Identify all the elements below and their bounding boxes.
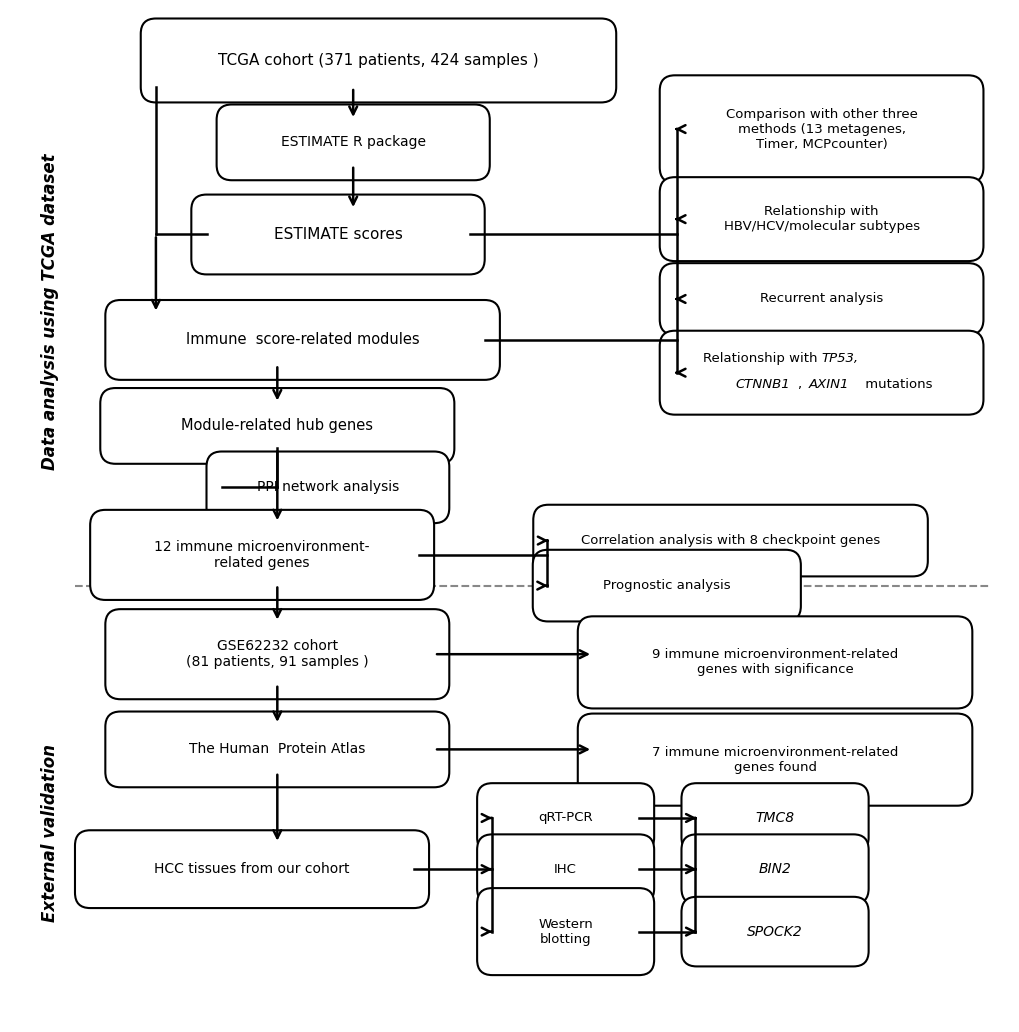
Text: PPI network analysis: PPI network analysis	[257, 480, 398, 494]
FancyBboxPatch shape	[90, 510, 434, 600]
Text: BIN2: BIN2	[758, 862, 791, 876]
Text: The Human  Protein Atlas: The Human Protein Atlas	[189, 742, 365, 756]
Text: mutations: mutations	[860, 379, 931, 391]
FancyBboxPatch shape	[681, 783, 868, 852]
Text: HCC tissues from our cohort: HCC tissues from our cohort	[154, 862, 350, 876]
Text: CTNNB1: CTNNB1	[735, 379, 790, 391]
Text: External validation: External validation	[41, 744, 59, 923]
FancyBboxPatch shape	[477, 783, 653, 852]
FancyBboxPatch shape	[216, 104, 489, 181]
FancyBboxPatch shape	[75, 831, 429, 908]
Text: TP53,: TP53,	[820, 352, 858, 365]
Text: Prognostic analysis: Prognostic analysis	[602, 579, 730, 592]
FancyBboxPatch shape	[533, 505, 927, 577]
FancyBboxPatch shape	[206, 452, 448, 523]
FancyBboxPatch shape	[477, 889, 653, 975]
Text: TCGA cohort (371 patients, 424 samples ): TCGA cohort (371 patients, 424 samples )	[218, 53, 538, 68]
FancyBboxPatch shape	[681, 897, 868, 966]
FancyBboxPatch shape	[477, 834, 653, 904]
Text: 7 immune microenvironment-related
genes found: 7 immune microenvironment-related genes …	[651, 746, 898, 774]
Text: ESTIMATE R package: ESTIMATE R package	[280, 135, 425, 150]
Text: ,: ,	[798, 379, 806, 391]
FancyBboxPatch shape	[659, 75, 982, 183]
FancyBboxPatch shape	[681, 834, 868, 904]
FancyBboxPatch shape	[105, 300, 499, 380]
Text: Comparison with other three
methods (13 metagenes,
Timer, MCPcounter): Comparison with other three methods (13 …	[725, 107, 917, 151]
FancyBboxPatch shape	[577, 713, 971, 806]
Text: Relationship with: Relationship with	[702, 352, 820, 365]
FancyBboxPatch shape	[659, 330, 982, 415]
Text: Relationship with
HBV/HCV/molecular subtypes: Relationship with HBV/HCV/molecular subt…	[722, 205, 919, 233]
Text: Data analysis using TCGA dataset: Data analysis using TCGA dataset	[41, 153, 59, 470]
Text: Western
blotting: Western blotting	[538, 917, 592, 945]
FancyBboxPatch shape	[105, 609, 448, 700]
Text: GSE62232 cohort
(81 patients, 91 samples ): GSE62232 cohort (81 patients, 91 samples…	[185, 639, 368, 670]
Text: Recurrent analysis: Recurrent analysis	[759, 292, 882, 305]
Text: qRT-PCR: qRT-PCR	[538, 811, 592, 825]
FancyBboxPatch shape	[532, 550, 800, 621]
Text: ESTIMATE scores: ESTIMATE scores	[273, 227, 403, 241]
Text: Correlation analysis with 8 checkpoint genes: Correlation analysis with 8 checkpoint g…	[581, 535, 879, 547]
FancyBboxPatch shape	[659, 263, 982, 334]
FancyBboxPatch shape	[659, 178, 982, 261]
Text: IHC: IHC	[553, 863, 577, 876]
Text: 9 immune microenvironment-related
genes with significance: 9 immune microenvironment-related genes …	[651, 648, 898, 676]
Text: AXIN1: AXIN1	[808, 379, 848, 391]
FancyBboxPatch shape	[192, 195, 484, 275]
Text: TMC8: TMC8	[755, 811, 794, 825]
FancyBboxPatch shape	[105, 711, 448, 787]
Text: Immune  score-related modules: Immune score-related modules	[185, 332, 419, 348]
FancyBboxPatch shape	[577, 616, 971, 708]
Text: SPOCK2: SPOCK2	[747, 925, 802, 939]
FancyBboxPatch shape	[141, 19, 615, 102]
Text: 12 immune microenvironment-
related genes: 12 immune microenvironment- related gene…	[154, 540, 370, 570]
Text: Module-related hub genes: Module-related hub genes	[181, 418, 373, 433]
FancyBboxPatch shape	[100, 388, 453, 463]
